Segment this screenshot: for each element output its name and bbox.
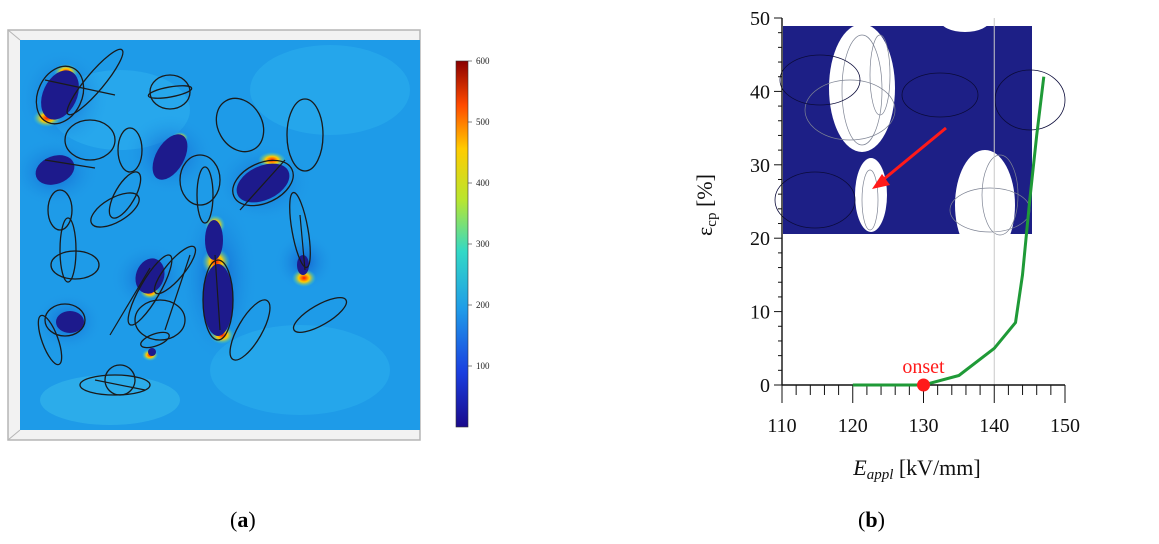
colorbar-tick-label: 300 bbox=[476, 239, 490, 249]
colorbar-tick-label: 200 bbox=[476, 300, 490, 310]
inclusion-outlines bbox=[35, 48, 348, 396]
panel-a: 100 200 300 400 500 600 (a) bbox=[0, 0, 560, 539]
y-tick-label: 30 bbox=[750, 155, 770, 177]
chart-ticks: 110 120 130 140 150 0 10 20 30 40 50 bbox=[750, 8, 1080, 437]
colorbar-tick-label: 400 bbox=[476, 178, 490, 188]
inclusion-lines bbox=[44, 79, 306, 391]
x-tick-label: 140 bbox=[979, 415, 1009, 437]
inset-image bbox=[774, 8, 1066, 260]
y-tick-label: 50 bbox=[750, 8, 770, 30]
series-line bbox=[852, 76, 1046, 387]
chart-annotations: onset bbox=[902, 356, 945, 392]
colorbar bbox=[455, 60, 469, 428]
onset-marker bbox=[917, 378, 930, 392]
colorbar-tick-label: 100 bbox=[476, 361, 490, 371]
x-axis-label: Eappl [kV/mm] bbox=[852, 455, 981, 483]
panel-label-a: (a) bbox=[230, 507, 256, 532]
chart-svg: 110 120 130 140 150 0 10 20 30 40 50 onset Eappl [… bbox=[692, 8, 1080, 483]
colorbar-tick-label: 500 bbox=[476, 117, 490, 127]
field-map bbox=[20, 40, 420, 430]
x-tick-label: 130 bbox=[909, 415, 939, 437]
y-tick-label: 40 bbox=[750, 81, 770, 103]
y-axis-label: εcp [%] bbox=[692, 174, 720, 236]
field-map-figure: 100 200 300 400 500 600 bbox=[7, 29, 490, 441]
colorbar-tick-label: 600 bbox=[476, 56, 490, 66]
x-tick-label: 150 bbox=[1050, 415, 1080, 437]
inset-arrow bbox=[877, 126, 947, 186]
x-tick-label: 110 bbox=[767, 415, 796, 437]
y-tick-label: 0 bbox=[760, 375, 770, 397]
chart-series bbox=[852, 76, 1046, 387]
y-tick-label: 20 bbox=[750, 228, 770, 250]
onset-label: onset bbox=[902, 356, 945, 378]
colorbar-ticks: 100 200 300 400 500 600 bbox=[468, 56, 490, 371]
panel-b: 110 120 130 140 150 0 10 20 30 40 50 onset Eappl [… bbox=[560, 0, 1159, 539]
panel-label-b: (b) bbox=[858, 507, 885, 532]
x-tick-label: 120 bbox=[838, 415, 868, 437]
y-tick-label: 10 bbox=[750, 302, 770, 324]
